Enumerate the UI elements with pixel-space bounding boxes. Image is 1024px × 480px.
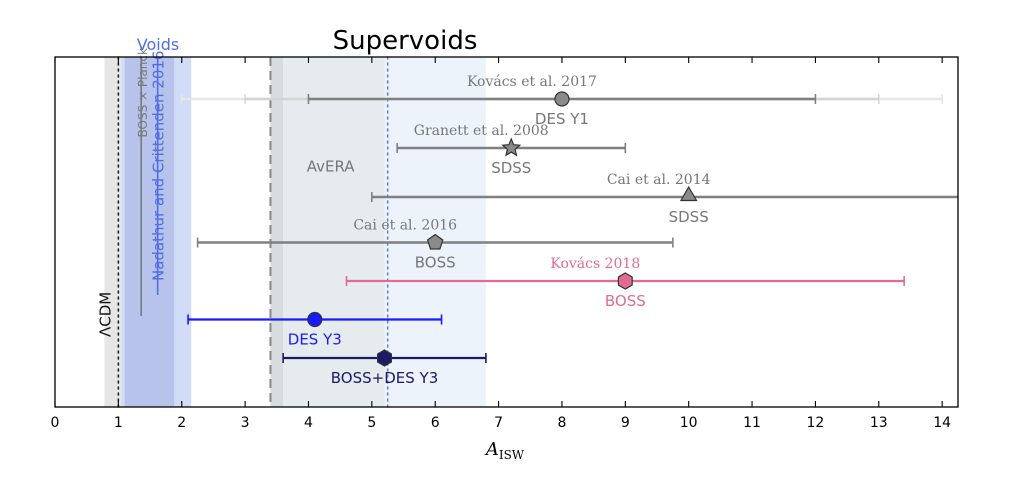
x-axis-label-sub: ISW <box>499 448 525 462</box>
x-axis-label-main: A <box>484 439 499 460</box>
series-name: DES Y3 <box>288 331 342 349</box>
series-reference: Kovács et al. 2017 <box>467 74 597 90</box>
marker-star <box>501 137 522 157</box>
marker-circle <box>307 311 323 328</box>
series-4: Kovács 2018 BOSS <box>345 256 905 310</box>
x-tick-label: 10 <box>680 415 698 431</box>
x-tick-label: 5 <box>367 415 376 431</box>
x-tick-label: 7 <box>494 415 503 431</box>
series-5: DES Y3 <box>187 311 443 349</box>
marker-triangle <box>679 185 698 202</box>
x-tick-label: 0 <box>51 415 60 431</box>
x-tick-label: 13 <box>870 415 888 431</box>
x-axis-ticks: 0 1 2 3 4 5 6 7 8 9 10 11 12 13 14 <box>51 57 951 431</box>
lcdm-label: ΛCDM <box>96 292 114 337</box>
series-name: BOSS <box>605 292 646 310</box>
avera-band <box>283 57 385 407</box>
nadathur-label: Nadathur and Crittenden 2016 <box>150 51 168 281</box>
series-reference: Cai et al. 2016 <box>353 218 457 234</box>
plot-frame <box>54 56 959 408</box>
series-1: Granett et al. 2008 SDSS <box>396 123 627 177</box>
avera-band-dark <box>270 57 284 407</box>
x-tick-label: 3 <box>241 415 250 431</box>
avera-label: AvERA <box>307 158 356 176</box>
ext-band <box>384 57 486 407</box>
series-0: Kovács et al. 2017 DES Y1 <box>180 74 943 128</box>
x-tick-label: 2 <box>177 415 186 431</box>
series-6: BOSS+DES Y3 <box>282 349 487 387</box>
series-name: DES Y1 <box>535 110 589 128</box>
marker-circle <box>554 91 570 107</box>
series-3: Cai et al. 2016 BOSS <box>196 218 674 272</box>
x-tick-label: 1 <box>114 415 123 431</box>
series-name: BOSS+DES Y3 <box>331 369 438 387</box>
series-name: BOSS <box>415 254 456 272</box>
marker-hexagon <box>617 272 633 290</box>
x-tick-label: 11 <box>743 415 761 431</box>
reference-lines <box>117 56 389 408</box>
x-tick-label: 4 <box>304 415 313 431</box>
series-reference: Kovács 2018 <box>550 256 640 272</box>
boss-planck-label: BOSS × Planck <box>136 48 150 138</box>
series-reference: Granett et al. 2008 <box>414 123 549 139</box>
marker-hexagon <box>377 349 392 367</box>
marker-pentagon <box>426 233 444 250</box>
shaded-bands <box>104 57 486 407</box>
label-group: ΛCDM BOSS × Planck Nadathur and Crittenden… <box>96 48 355 337</box>
chart-subtitle: Voids <box>137 35 179 54</box>
series-reference: Cai et al. 2014 <box>607 172 711 188</box>
x-tick-label: 8 <box>557 415 566 431</box>
x-axis-label: AISW <box>484 439 525 462</box>
series-name: SDSS <box>491 159 531 177</box>
chart-title: Supervoids <box>333 26 478 56</box>
x-tick-label: 6 <box>431 415 440 431</box>
series-name: SDSS <box>669 208 709 226</box>
x-tick-label: 14 <box>933 415 951 431</box>
x-tick-label: 12 <box>807 415 825 431</box>
x-tick-label: 9 <box>621 415 630 431</box>
voids-band-inner <box>124 57 175 407</box>
series-2: Cai et al. 2014 SDSS <box>371 172 958 226</box>
